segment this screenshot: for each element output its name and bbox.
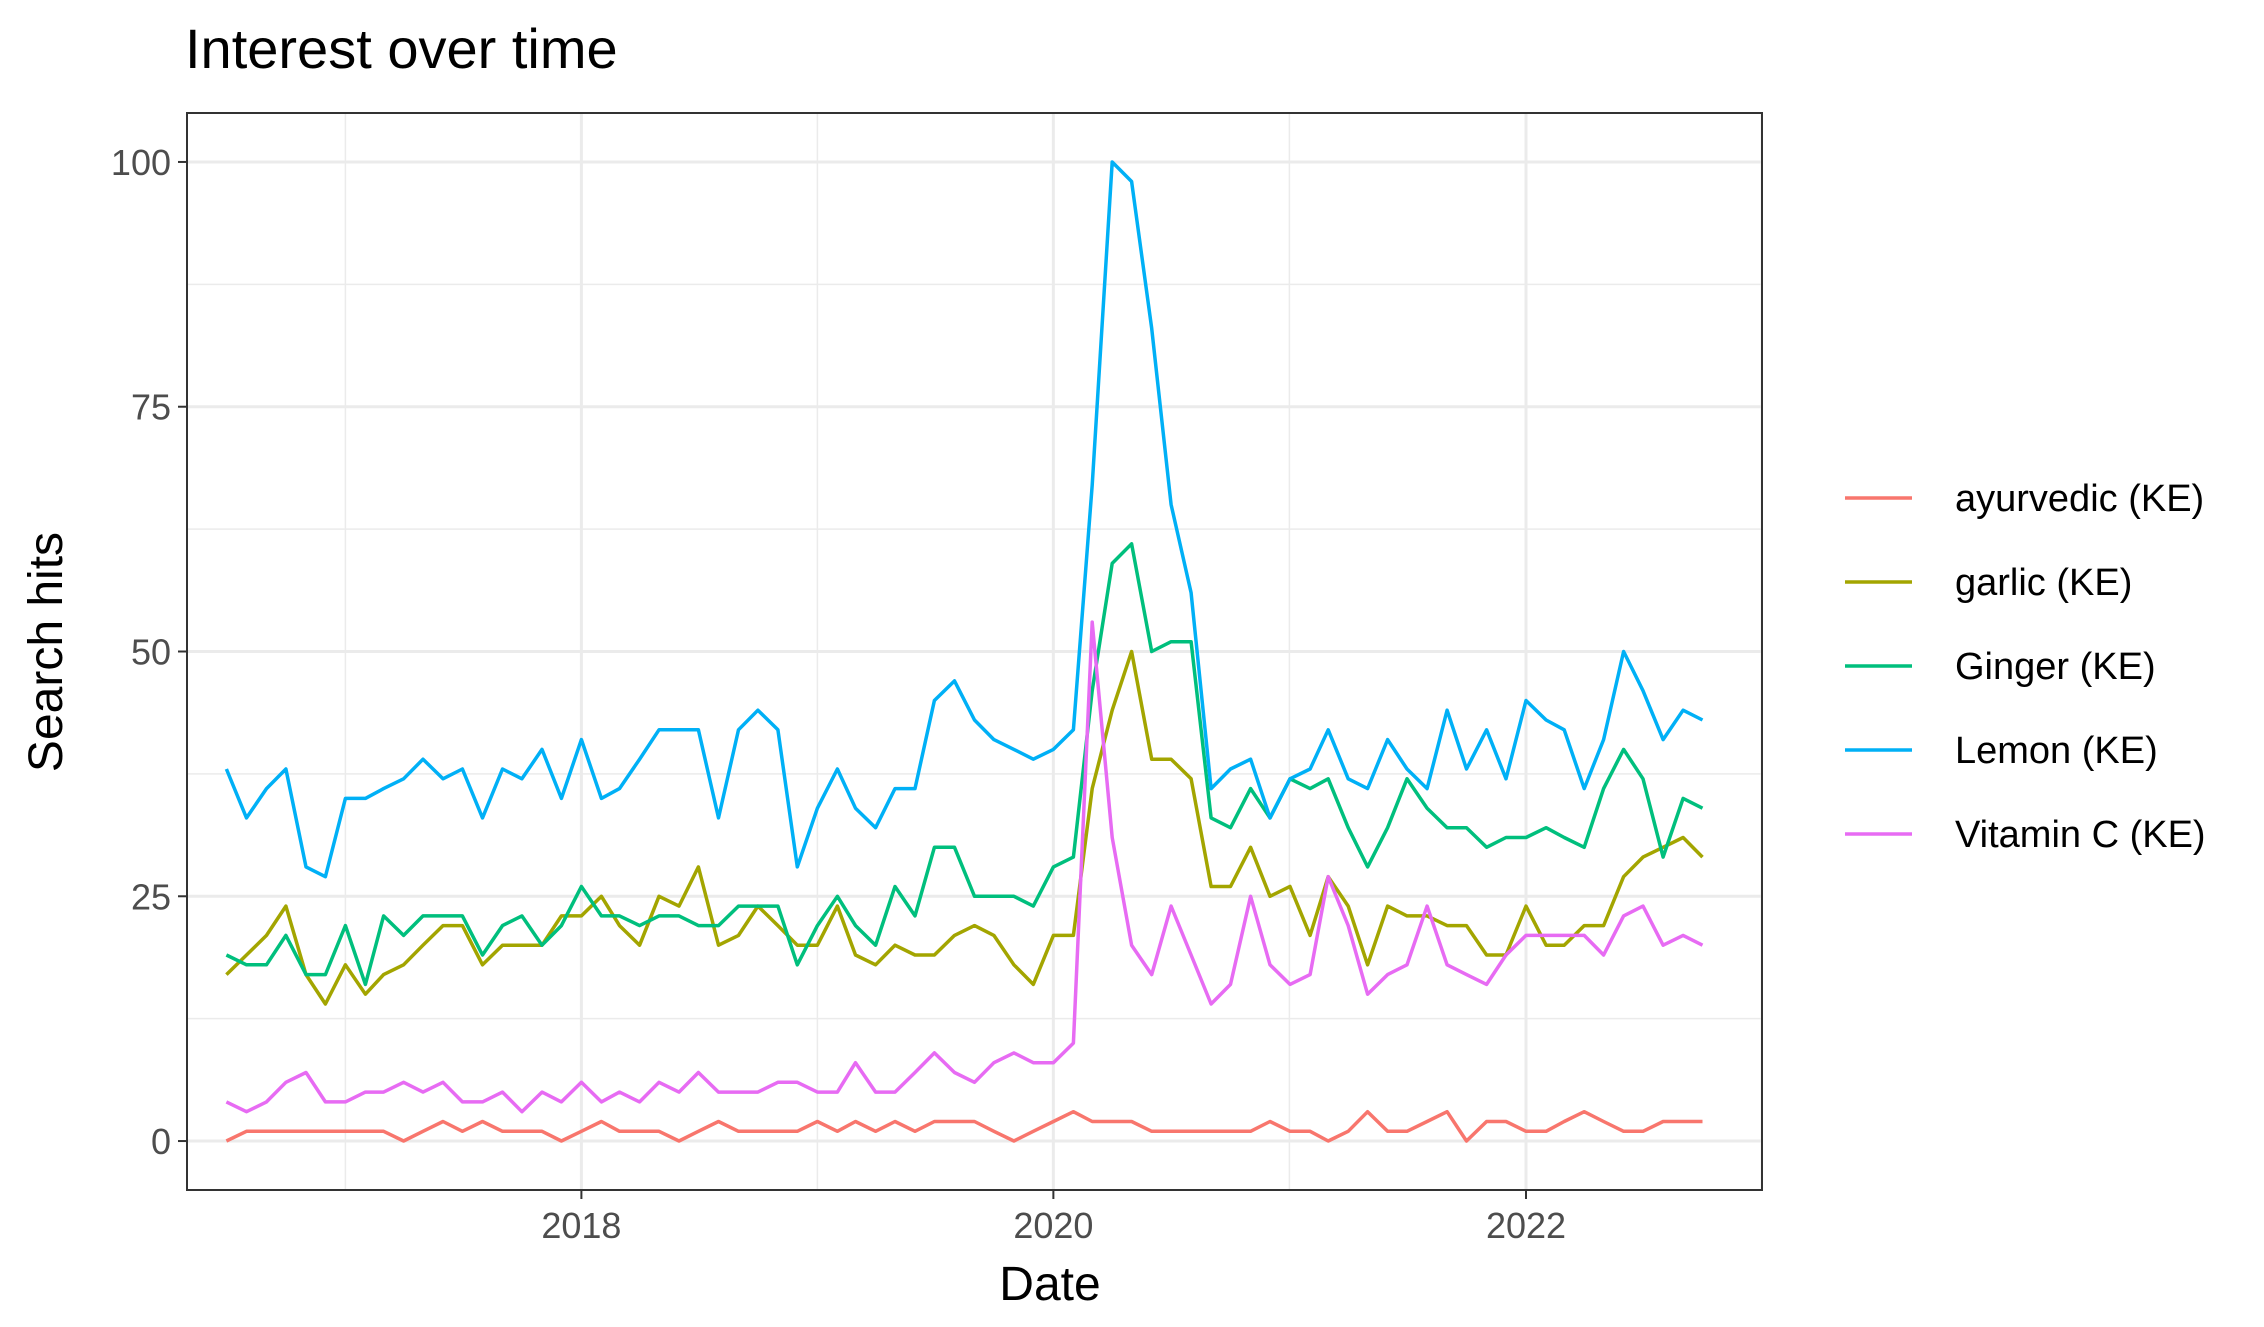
series-line	[225, 1109, 1703, 1143]
y-tick-label: 0	[151, 1121, 171, 1162]
x-tick-label: 2020	[1013, 1205, 1093, 1246]
legend-label: ayurvedic (KE)	[1955, 478, 2204, 520]
y-tick-label: 50	[131, 632, 171, 673]
y-axis-title: Search hits	[20, 532, 73, 772]
legend-label: Ginger (KE)	[1955, 646, 2156, 688]
legend-label: Vitamin C (KE)	[1955, 814, 2206, 856]
x-axis-title: Date	[999, 1258, 1100, 1311]
chart-title: Interest over time	[185, 17, 618, 80]
legend: ayurvedic (KE) garlic (KE) Ginger (KE) Lemo…	[1845, 478, 2206, 856]
x-tick-label: 2018	[541, 1205, 621, 1246]
series-line	[225, 620, 1704, 1114]
y-axis: 0 25 50 75 100	[111, 142, 187, 1162]
x-tick-label: 2022	[1486, 1205, 1566, 1246]
series-line	[225, 542, 1704, 987]
series-line	[225, 649, 1704, 1006]
legend-label: Lemon (KE)	[1955, 730, 2158, 772]
series-lines	[224, 160, 1704, 1143]
x-axis: 2018 2020 2022	[541, 1190, 1566, 1246]
y-tick-label: 75	[131, 387, 171, 428]
y-tick-label: 25	[131, 876, 171, 917]
series-line	[224, 160, 1704, 879]
y-tick-label: 100	[111, 142, 171, 183]
legend-label: garlic (KE)	[1955, 562, 2132, 604]
